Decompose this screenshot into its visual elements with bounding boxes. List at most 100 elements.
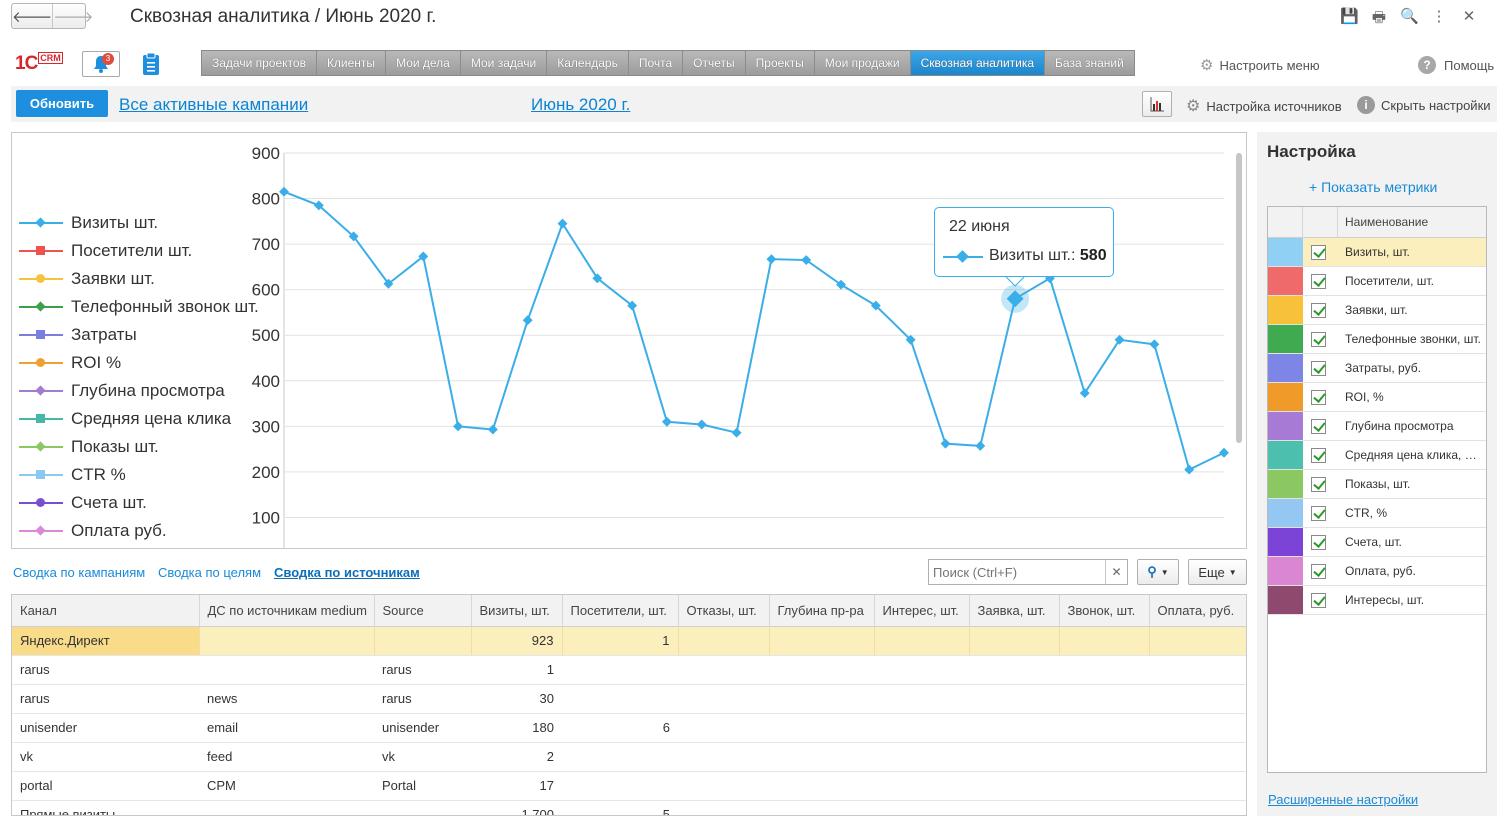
metric-row[interactable]: Визиты, шт. bbox=[1268, 238, 1486, 267]
advanced-settings-link[interactable]: Расширенные настройки bbox=[1268, 792, 1419, 807]
column-header-4[interactable]: Посетители, шт. bbox=[562, 595, 679, 627]
column-header-10[interactable]: Оплата, руб. bbox=[1149, 595, 1246, 627]
configure-menu-link[interactable]: ⚙ Настроить меню bbox=[1200, 56, 1320, 74]
legend-item-10[interactable]: Счета шт. bbox=[19, 493, 147, 513]
metric-color-swatch[interactable] bbox=[1268, 441, 1303, 469]
metric-row[interactable]: CTR, % bbox=[1268, 499, 1486, 528]
search-button[interactable]: ⚲ ▼ bbox=[1137, 559, 1179, 585]
metric-checkbox[interactable] bbox=[1311, 332, 1326, 347]
metric-checkbox[interactable] bbox=[1311, 448, 1326, 463]
legend-item-2[interactable]: Заявки шт. bbox=[19, 269, 155, 289]
column-header-2[interactable]: Source bbox=[374, 595, 472, 627]
metric-checkbox[interactable] bbox=[1311, 535, 1326, 550]
legend-item-6[interactable]: Глубина просмотра bbox=[19, 381, 225, 401]
metric-color-swatch[interactable] bbox=[1268, 412, 1303, 440]
metric-color-swatch[interactable] bbox=[1268, 325, 1303, 353]
menu-item-2[interactable]: Мои дела bbox=[386, 51, 461, 75]
save-icon[interactable]: 💾 bbox=[1340, 8, 1359, 25]
metric-row[interactable]: ROI, % bbox=[1268, 383, 1486, 412]
metric-checkbox[interactable] bbox=[1311, 564, 1326, 579]
show-metrics-link[interactable]: + Показать метрики bbox=[1309, 179, 1438, 195]
column-header-1[interactable]: ДС по источникам medium bbox=[199, 595, 375, 627]
tab-sources-summary[interactable]: Сводка по источникам bbox=[274, 565, 420, 580]
table-row[interactable]: vk feed vk 2 bbox=[12, 742, 1246, 772]
legend-item-1[interactable]: Посетители шт. bbox=[19, 241, 192, 261]
table-row[interactable]: Прямые визиты 1 700 5 bbox=[12, 800, 1246, 815]
column-header-6[interactable]: Глубина пр-ра bbox=[769, 595, 875, 627]
menu-item-0[interactable]: Задачи проектов bbox=[202, 51, 317, 75]
column-header-8[interactable]: Заявка, шт. bbox=[969, 595, 1060, 627]
arrow-right-icon[interactable]: 🡒 bbox=[52, 4, 93, 28]
search-input[interactable] bbox=[929, 560, 1105, 584]
menu-item-1[interactable]: Клиенты bbox=[316, 51, 387, 75]
menu-item-9[interactable]: Сквозная аналитика bbox=[910, 51, 1046, 75]
refresh-button[interactable]: Обновить bbox=[16, 90, 108, 117]
chart-toggle-button[interactable] bbox=[1142, 91, 1172, 117]
menu-item-7[interactable]: Проекты bbox=[745, 51, 815, 75]
menu-item-6[interactable]: Отчеты bbox=[683, 51, 746, 75]
table-row[interactable]: unisender email unisender 180 6 bbox=[12, 713, 1246, 743]
table-row[interactable]: rarus rarus 1 bbox=[12, 655, 1246, 685]
legend-item-0[interactable]: Визиты шт. bbox=[19, 213, 158, 233]
table-row[interactable]: Яндекс.Директ 923 1 bbox=[12, 626, 1246, 656]
menu-item-3[interactable]: Мои задачи bbox=[460, 51, 548, 75]
metric-row[interactable]: Заявки, шт. bbox=[1268, 296, 1486, 325]
metric-checkbox[interactable] bbox=[1311, 593, 1326, 608]
metric-row[interactable]: Телефонные звонки, шт. bbox=[1268, 325, 1486, 354]
legend-item-11[interactable]: Оплата руб. bbox=[19, 521, 167, 541]
column-header-5[interactable]: Отказы, шт. bbox=[678, 595, 770, 627]
legend-item-9[interactable]: CTR % bbox=[19, 465, 126, 485]
metric-row[interactable]: Затраты, руб. bbox=[1268, 354, 1486, 383]
menu-item-4[interactable]: Календарь bbox=[547, 51, 629, 75]
arrow-left-icon[interactable]: 🡐 bbox=[12, 8, 53, 26]
column-header-0[interactable]: Канал bbox=[12, 595, 200, 627]
legend-item-5[interactable]: ROI % bbox=[19, 353, 121, 373]
metric-row[interactable]: Глубина просмотра bbox=[1268, 412, 1486, 441]
hide-settings-link[interactable]: i Скрыть настройки bbox=[1357, 96, 1491, 114]
metric-checkbox[interactable] bbox=[1311, 245, 1326, 260]
table-row[interactable]: portal CPM Portal 17 bbox=[12, 771, 1246, 801]
metric-checkbox[interactable] bbox=[1311, 390, 1326, 405]
legend-item-8[interactable]: Показы шт. bbox=[19, 437, 159, 457]
clipboard-icon[interactable] bbox=[141, 52, 161, 76]
notifications-button[interactable]: 3 bbox=[82, 51, 120, 77]
more-vertical-icon[interactable]: ⋮ bbox=[1431, 8, 1447, 25]
period-selector[interactable]: Июнь 2020 г. bbox=[531, 95, 631, 114]
metric-color-swatch[interactable] bbox=[1268, 528, 1303, 556]
more-button[interactable]: Еще ▼ bbox=[1188, 559, 1247, 585]
metric-row[interactable]: Счета, шт. bbox=[1268, 528, 1486, 557]
metric-row[interactable]: Интересы, шт. bbox=[1268, 586, 1486, 615]
campaigns-selector[interactable]: Все активные кампании bbox=[119, 95, 309, 114]
metric-row[interactable]: Посетители, шт. bbox=[1268, 267, 1486, 296]
column-header-9[interactable]: Звонок, шт. bbox=[1059, 595, 1150, 627]
metric-checkbox[interactable] bbox=[1311, 361, 1326, 376]
metric-checkbox[interactable] bbox=[1311, 506, 1326, 521]
metric-checkbox[interactable] bbox=[1311, 274, 1326, 289]
metric-row[interactable]: Средняя цена клика, руб. bbox=[1268, 441, 1486, 470]
metric-checkbox[interactable] bbox=[1311, 303, 1326, 318]
preview-icon[interactable]: 🔍 bbox=[1400, 8, 1419, 25]
clear-search-icon[interactable]: ✕ bbox=[1105, 560, 1127, 584]
metric-color-swatch[interactable] bbox=[1268, 238, 1303, 266]
metric-color-swatch[interactable] bbox=[1268, 296, 1303, 324]
print-icon[interactable]: 🖶 bbox=[1371, 9, 1387, 26]
metric-color-swatch[interactable] bbox=[1268, 586, 1303, 614]
metric-color-swatch[interactable] bbox=[1268, 267, 1303, 295]
help-link[interactable]: ? Помощь bbox=[1418, 56, 1494, 74]
legend-item-4[interactable]: Затраты bbox=[19, 325, 137, 345]
metric-checkbox[interactable] bbox=[1311, 419, 1326, 434]
metric-checkbox[interactable] bbox=[1311, 477, 1326, 492]
metric-row[interactable]: Показы, шт. bbox=[1268, 470, 1486, 499]
tab-campaigns-summary[interactable]: Сводка по кампаниям bbox=[13, 565, 146, 580]
tab-goals-summary[interactable]: Сводка по целям bbox=[158, 565, 262, 580]
chart-scrollbar[interactable] bbox=[1236, 153, 1242, 443]
menu-item-10[interactable]: База знаний bbox=[1045, 51, 1134, 75]
metric-row[interactable]: Оплата, руб. bbox=[1268, 557, 1486, 586]
close-icon[interactable]: ✕ bbox=[1462, 8, 1476, 25]
metric-color-swatch[interactable] bbox=[1268, 354, 1303, 382]
logo[interactable]: 1C CRM bbox=[15, 52, 63, 75]
legend-item-3[interactable]: Телефонный звонок шт. bbox=[19, 297, 259, 317]
column-header-7[interactable]: Интерес, шт. bbox=[874, 595, 970, 627]
menu-item-5[interactable]: Почта bbox=[628, 51, 684, 75]
metric-color-swatch[interactable] bbox=[1268, 499, 1303, 527]
